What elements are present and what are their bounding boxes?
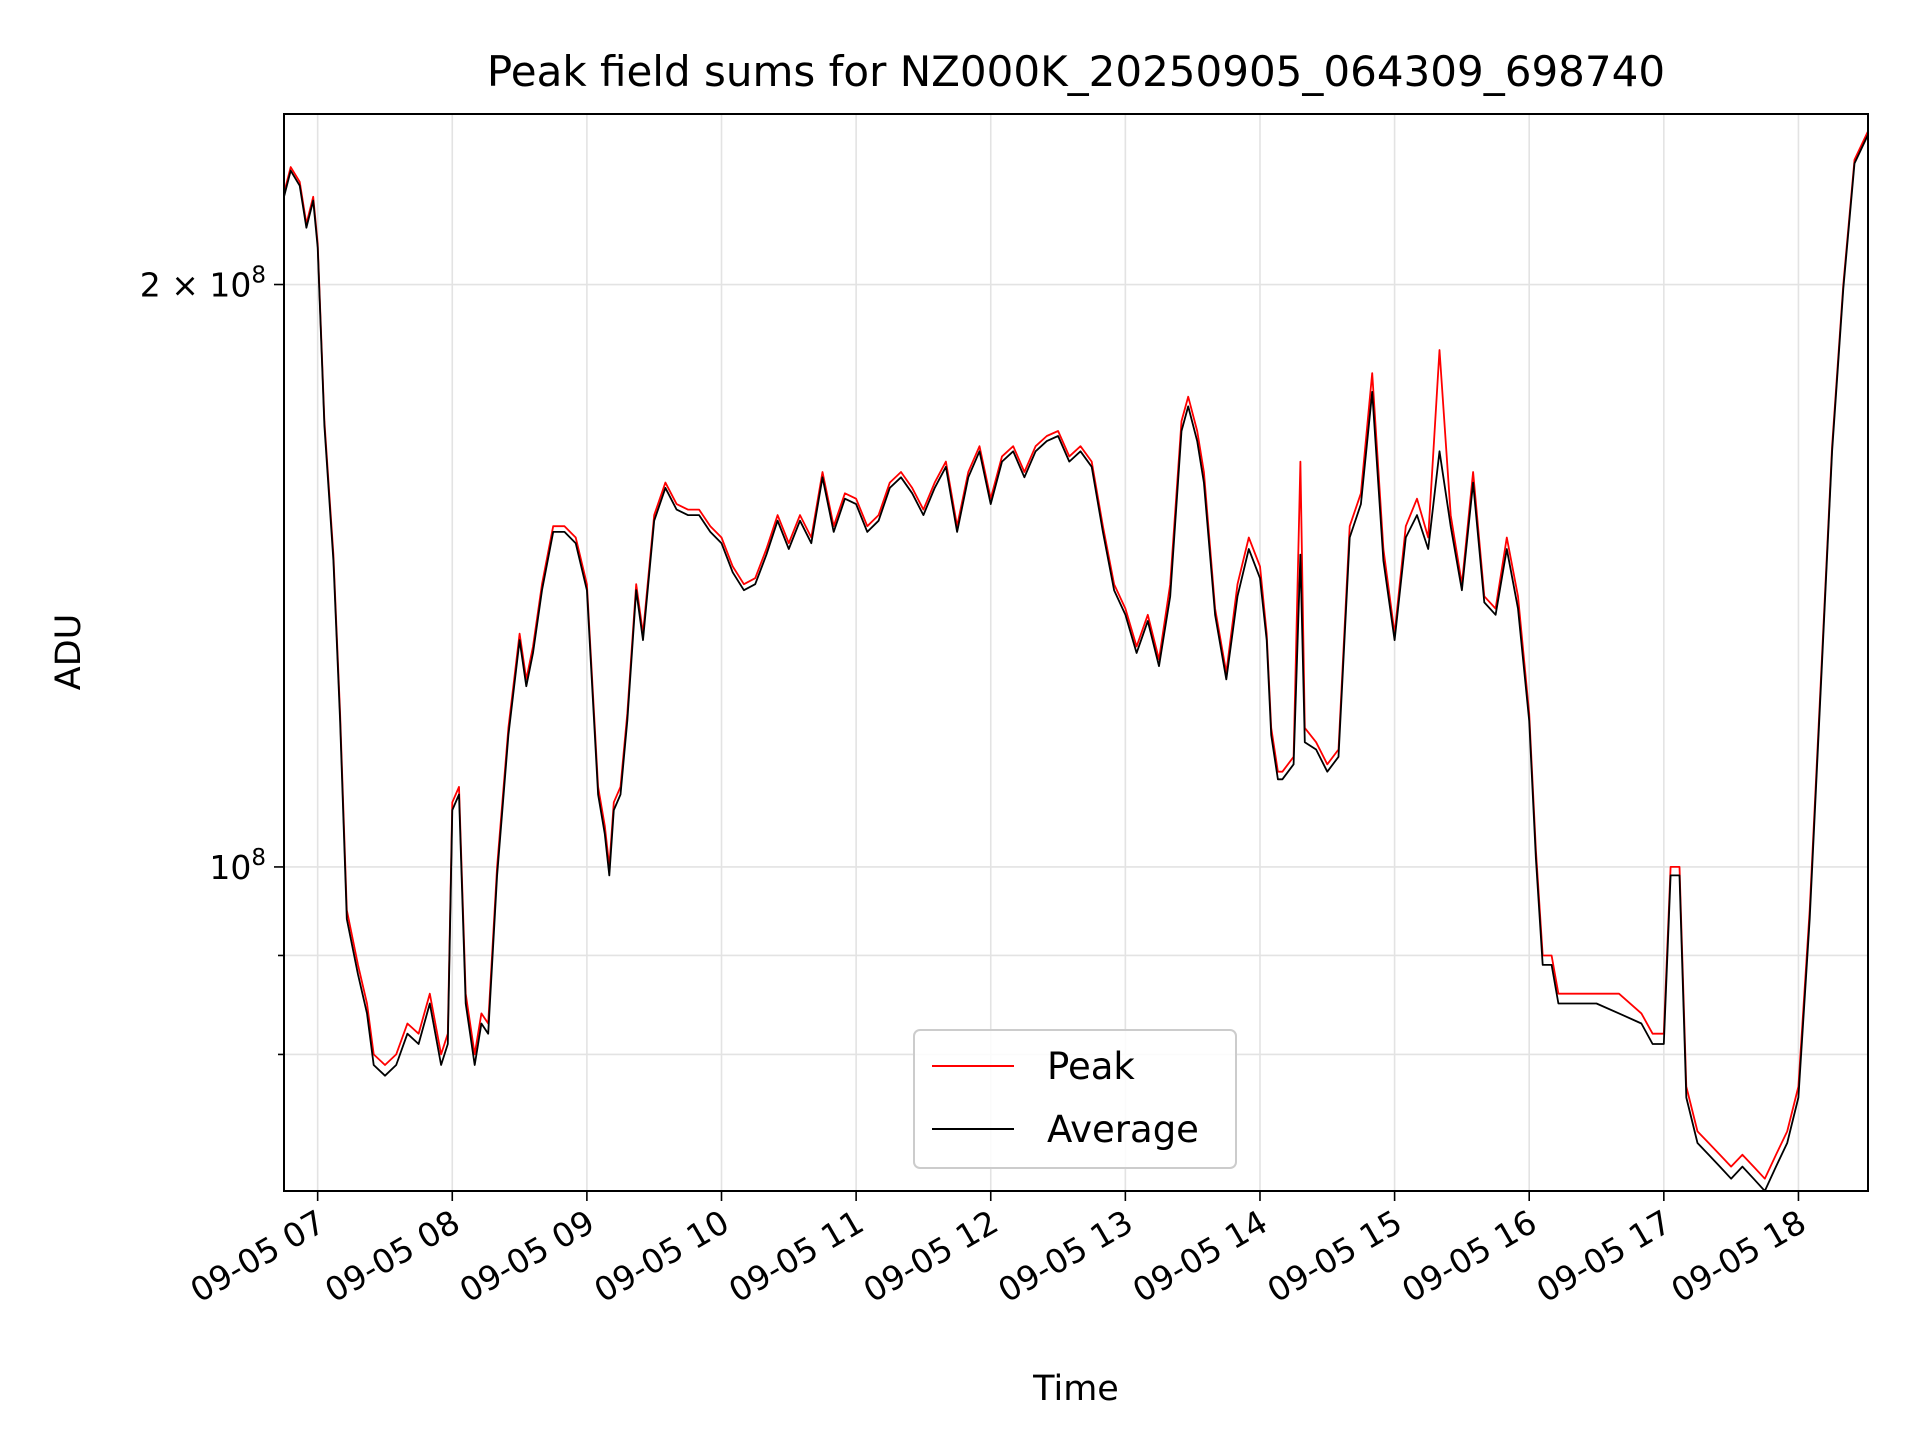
y-tick-label: 2 × 108 xyxy=(140,263,266,305)
legend-label-peak: Peak xyxy=(1047,1045,1135,1088)
y-axis-label: ADU xyxy=(49,614,89,691)
legend: Peak Average xyxy=(913,1029,1237,1169)
y-tick-label: 108 xyxy=(209,845,266,887)
series-line-average xyxy=(284,134,1868,1191)
chart-title: Peak field sums for NZ000K_20250905_0643… xyxy=(487,47,1665,96)
x-axis-label: Time xyxy=(1032,1369,1119,1409)
legend-label-average: Average xyxy=(1047,1108,1199,1151)
plot-frame xyxy=(283,113,1869,1192)
y-ticks: 108 2 × 108 xyxy=(140,263,284,1056)
plot-lines xyxy=(284,130,1868,1191)
legend-box xyxy=(913,1029,1237,1169)
